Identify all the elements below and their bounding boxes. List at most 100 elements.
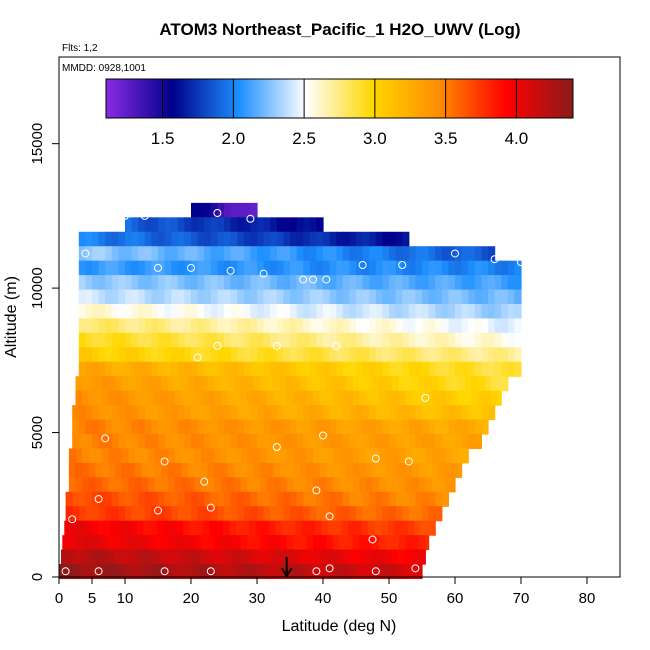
heatmap-cell [306, 448, 314, 464]
heatmap-cell [240, 390, 248, 406]
heatmap-cell [356, 506, 364, 522]
heatmap-cell [296, 318, 304, 334]
heatmap-cell [141, 462, 149, 478]
heatmap-cell [243, 231, 251, 247]
heatmap-cell [164, 405, 172, 421]
heatmap-cell [405, 390, 413, 406]
heatmap-cell [151, 564, 159, 580]
heatmap-cell [382, 332, 390, 348]
heatmap-cell [75, 448, 83, 464]
heatmap-cell [338, 549, 346, 565]
heatmap-cell [283, 217, 291, 233]
heatmap-cell [210, 217, 218, 233]
heatmap-cell [461, 419, 469, 435]
heatmap-cell [75, 477, 83, 493]
heatmap-cell [392, 462, 400, 478]
heatmap-cell [313, 376, 321, 392]
heatmap-cell [207, 390, 215, 406]
heatmap-cell [329, 289, 337, 305]
heatmap-cell [111, 246, 119, 262]
heatmap-cell [217, 405, 225, 421]
heatmap-cell [184, 217, 192, 233]
heatmap-cell [263, 275, 271, 291]
heatmap-cell [448, 275, 456, 291]
heatmap-cell [398, 376, 407, 392]
heatmap-cell [428, 246, 436, 262]
heatmap-cell [283, 434, 291, 450]
heatmap-cell [194, 535, 202, 551]
heatmap-cell [332, 535, 341, 551]
heatmap-cell [257, 405, 265, 421]
heatmap-cell [108, 448, 116, 464]
heatmap-cell [382, 506, 390, 522]
heatmap-cell [448, 419, 456, 435]
heatmap-cell [98, 318, 106, 334]
heatmap-cell [431, 376, 440, 392]
heatmap-cell [329, 304, 337, 320]
heatmap-cell [118, 491, 126, 507]
heatmap-cell [296, 347, 304, 363]
heatmap-cell [303, 347, 311, 363]
heatmap-cell [415, 361, 423, 377]
heatmap-cell [276, 275, 284, 291]
heatmap-cell [286, 462, 294, 478]
heatmap-cell [144, 304, 152, 320]
heatmap-cell [98, 361, 106, 377]
heatmap-cell [118, 332, 126, 348]
heatmap-cell [296, 419, 304, 435]
sample-points [61, 200, 525, 576]
heatmap-cell [138, 289, 146, 305]
heatmap-cell [78, 419, 86, 435]
heatmap-cell [458, 376, 466, 392]
heatmap-cell [125, 332, 133, 348]
heatmap-cell [156, 520, 164, 536]
heatmap-cell [141, 448, 149, 464]
heatmap-cell [309, 405, 317, 421]
heatmap-cell [263, 361, 271, 377]
heatmap-cell [507, 275, 515, 291]
heatmap-cell [418, 535, 426, 551]
heatmap-cell [270, 332, 278, 348]
heatmap-cell [303, 491, 311, 507]
heatmap-cell [174, 535, 182, 551]
heatmap-cell [349, 260, 357, 276]
heatmap-cell [243, 332, 251, 348]
heatmap-cell [92, 434, 100, 450]
heatmap-cell [468, 275, 476, 291]
heatmap-cell [184, 361, 192, 377]
heatmap-cell [342, 506, 350, 522]
heatmap-cell [217, 275, 225, 291]
heatmap-cell [164, 506, 172, 522]
heatmap-cell [125, 260, 133, 276]
heatmap-cell [107, 549, 115, 565]
heatmap-cell [78, 506, 86, 522]
heatmap-cell [161, 535, 169, 551]
heatmap-cell [184, 347, 192, 363]
heatmap-cell [266, 462, 275, 478]
heatmap-cell [237, 506, 245, 522]
heatmap-cell [247, 477, 255, 493]
heatmap-cell [474, 434, 482, 450]
sample-point [272, 443, 281, 451]
heatmap-cell [323, 332, 331, 348]
heatmap-cell [243, 289, 251, 305]
heatmap-cell [253, 535, 261, 551]
heatmap-cell [220, 462, 228, 478]
heatmap-cell [144, 361, 152, 377]
flights-annotation: Flts: 1,2 [62, 43, 98, 54]
heatmap-cell [217, 361, 225, 377]
heatmap-cell [389, 434, 397, 450]
heatmap-cell [164, 361, 172, 377]
heatmap-cell [210, 260, 218, 276]
heatmap-cell [501, 347, 509, 363]
heatmap-cell [405, 376, 413, 392]
heatmap-cell [220, 390, 228, 406]
heatmap-cell [309, 332, 317, 348]
heatmap-cell [177, 347, 185, 363]
heatmap-cell [464, 376, 473, 392]
heatmap-cell [111, 506, 119, 522]
heatmap-cell [197, 289, 205, 305]
heatmap-cell [82, 462, 90, 478]
heatmap-cell [448, 347, 456, 363]
heatmap-cell [329, 332, 337, 348]
